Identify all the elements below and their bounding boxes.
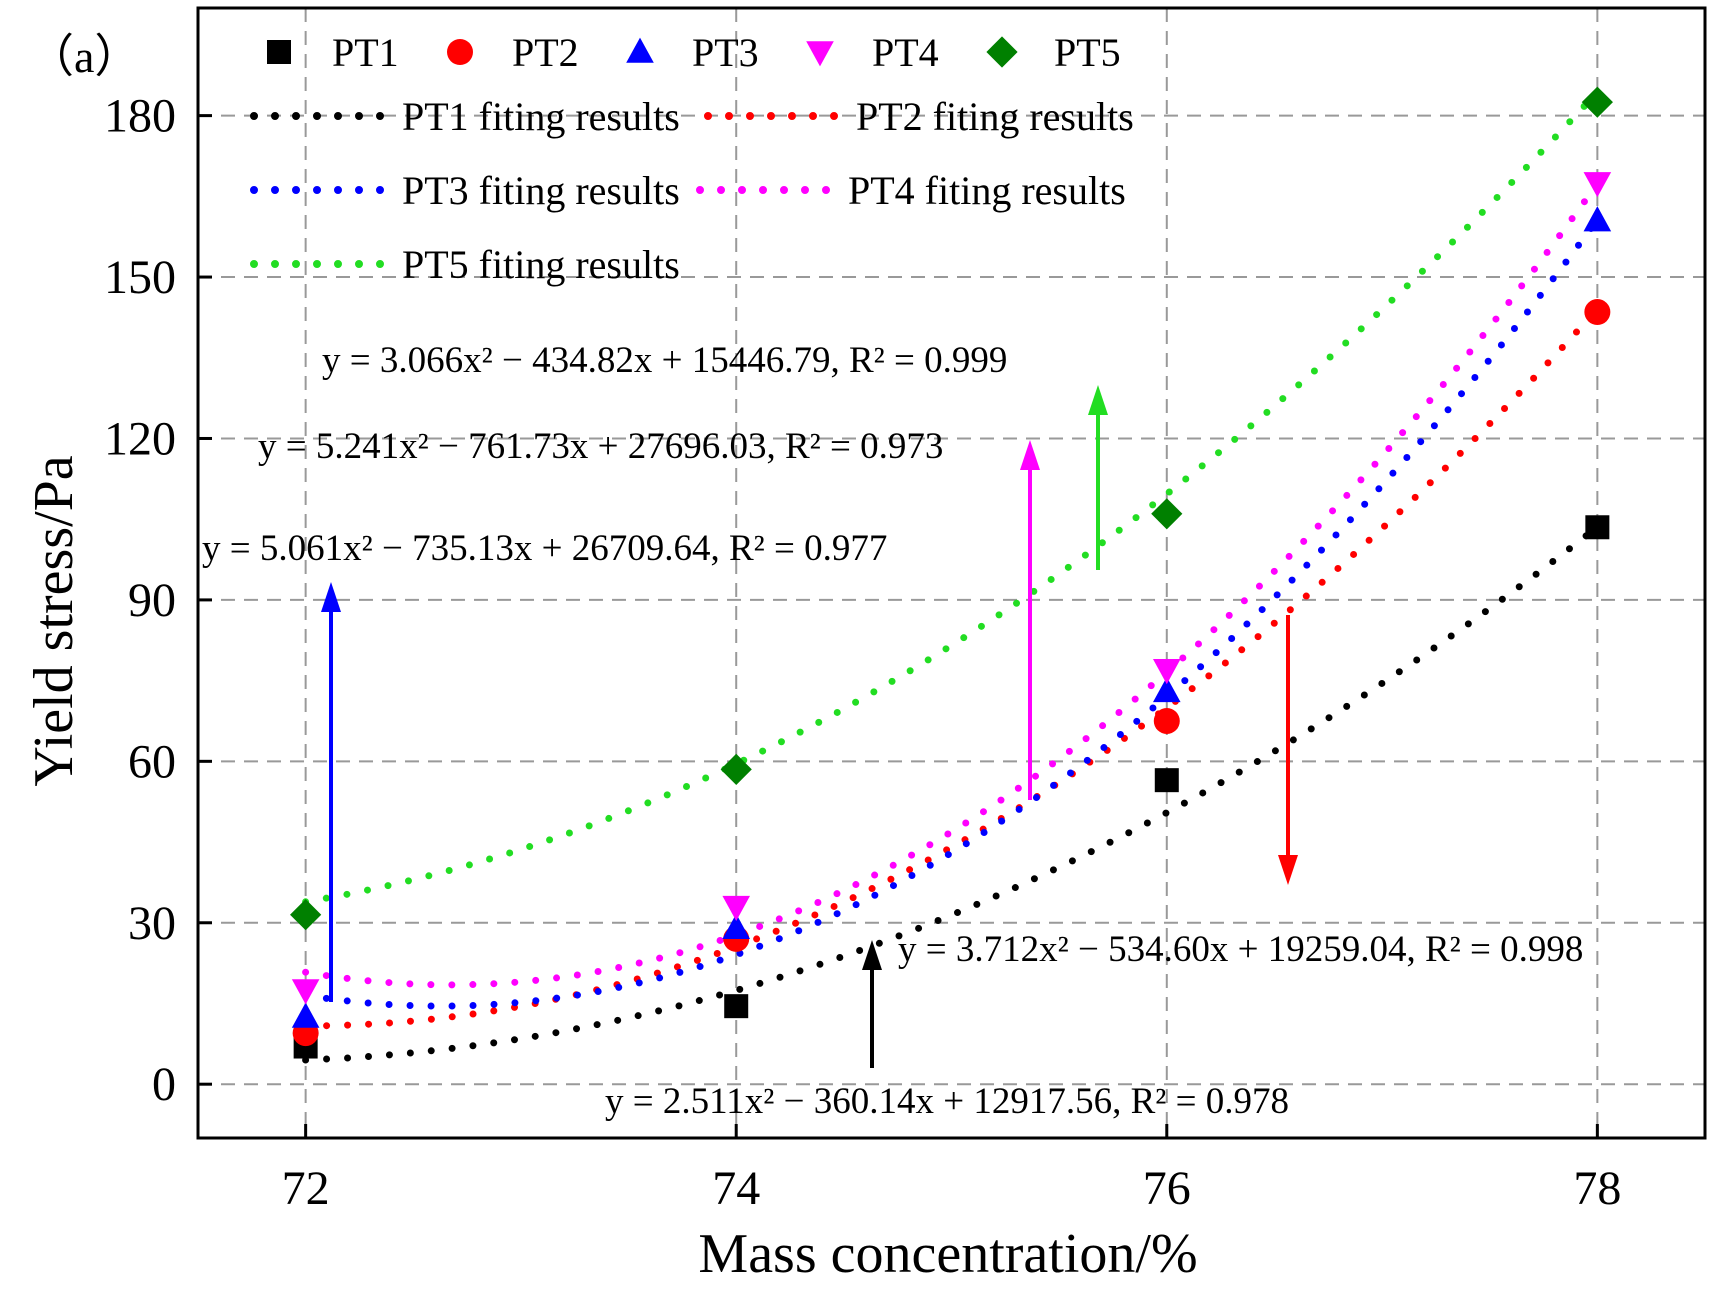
equation-fit-1: y = 2.511x² − 360.14x + 12917.56, R² = 0… <box>605 1081 1289 1122</box>
fit-curve-3 <box>302 216 1601 1010</box>
annotation-arrows <box>321 385 1298 1068</box>
data-point-pt1 <box>1154 768 1179 793</box>
legend-label-pt5: PT5 <box>1054 30 1121 75</box>
legend: PT1 PT2 PT3 PT4 PT5 PT1 fiting results PT2 fit… <box>250 30 1134 287</box>
equation-fit-5: y = 3.066x² − 434.82x + 15446.79, R² = 0… <box>322 340 1007 381</box>
arrow-pt3-head <box>321 582 341 612</box>
y-tick-label: 120 <box>104 412 176 465</box>
legend-marker-pt5 <box>986 36 1018 68</box>
data-point-pt1 <box>1585 515 1610 540</box>
legend-label-pt3: PT3 <box>692 30 759 75</box>
arrow-pt2-head <box>1278 855 1298 885</box>
data-point-pt4 <box>1583 172 1612 198</box>
legend-label-fit-4: PT4 fiting results <box>848 168 1126 213</box>
legend-label-pt2: PT2 <box>512 30 579 75</box>
data-point-pt3 <box>291 1002 320 1028</box>
arrow-pt4-head <box>1020 440 1040 470</box>
equation-annotations: y = 2.511x² − 360.14x + 12917.56, R² = 0… <box>202 340 1583 1122</box>
fit-curve-5 <box>302 88 1601 906</box>
data-point-pt2 <box>1153 707 1180 734</box>
data-point-pt5 <box>1581 86 1613 118</box>
legend-marker-pt1 <box>267 40 291 64</box>
data-point-pt3 <box>1152 676 1181 703</box>
legend-marker-pt3 <box>626 37 654 63</box>
y-tick-label: 150 <box>104 251 176 304</box>
legend-label-fit-1: PT1 fiting results <box>402 94 680 139</box>
y-tick-label: 0 <box>152 1058 176 1111</box>
data-point-pt5 <box>720 753 752 786</box>
equation-fit-4: y = 5.241x² − 761.73x + 27696.03, R² = 0… <box>258 426 943 467</box>
legend-marker-pt4 <box>806 41 834 67</box>
arrow-pt5-head <box>1088 385 1108 415</box>
equation-fit-2: y = 3.712x² − 534.60x + 19259.04, R² = 0… <box>898 929 1583 970</box>
data-point-pt4 <box>1152 659 1181 685</box>
data-point-pt3 <box>722 913 751 939</box>
data-point-pt4 <box>722 895 751 922</box>
y-tick-label: 30 <box>128 897 176 950</box>
arrow-pt1-head <box>862 940 882 970</box>
legend-marker-pt2 <box>447 39 473 65</box>
fit-curve-4 <box>302 180 1601 989</box>
equation-fit-3: y = 5.061x² − 735.13x + 26709.64, R² = 0… <box>202 528 887 569</box>
legend-label-fit-5: PT5 fiting results <box>402 242 680 287</box>
y-tick-label: 180 <box>104 90 176 143</box>
plot-frame <box>196 6 1707 1140</box>
legend-label-pt1: PT1 <box>332 30 399 75</box>
x-axis-title: Mass concentration/% <box>698 1223 1197 1285</box>
x-tick-label: 78 <box>1573 1162 1621 1215</box>
data-point-pt3 <box>1583 206 1612 232</box>
x-tick-label: 74 <box>712 1162 760 1215</box>
legend-label-fit-3: PT3 fiting results <box>402 168 680 213</box>
axes: 72 74 76 78 0 30 60 90 120 150 180 <box>104 6 1707 1215</box>
data-point-pt2 <box>1584 299 1611 326</box>
fit-curves <box>302 88 1601 1064</box>
x-tick-label: 72 <box>282 1162 330 1215</box>
legend-label-pt4: PT4 <box>872 30 939 75</box>
data-point-pt4 <box>291 979 320 1005</box>
y-axis-title: Yield stress/Pa <box>23 455 85 786</box>
legend-label-fit-2: PT2 fiting results <box>856 94 1134 139</box>
y-tick-label: 90 <box>128 574 176 627</box>
data-point-pt1 <box>724 994 749 1019</box>
x-tick-label: 76 <box>1143 1162 1191 1215</box>
data-point-pt5 <box>290 899 322 931</box>
fit-curve-1 <box>302 523 1601 1064</box>
fit-curve-2 <box>302 305 1601 1030</box>
panel-label: （a） <box>28 31 140 82</box>
data-markers <box>290 86 1613 1059</box>
y-tick-label: 60 <box>128 735 176 788</box>
data-point-pt5 <box>1151 498 1183 530</box>
